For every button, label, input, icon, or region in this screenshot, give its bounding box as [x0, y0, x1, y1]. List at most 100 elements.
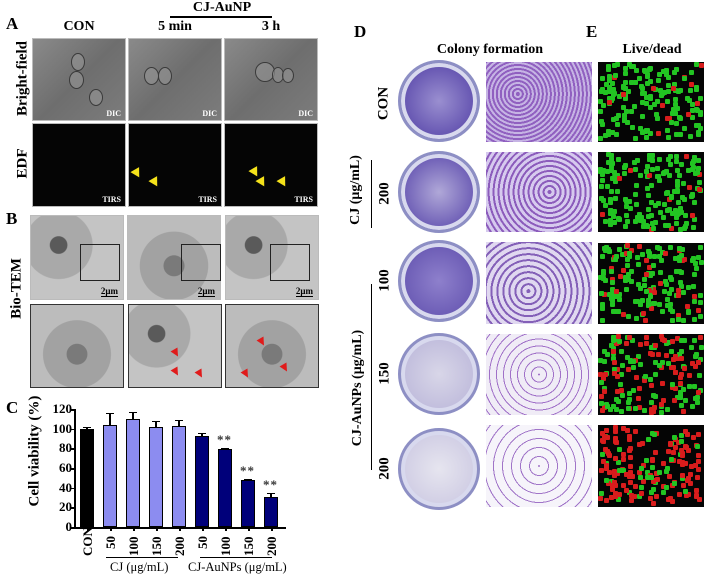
red-arrow-icon	[195, 369, 206, 380]
tem-zoom-5min	[128, 304, 222, 388]
scale-bar: 2μm	[101, 286, 118, 297]
cjaunp-group-vrule	[371, 284, 372, 470]
tem-zoom-con	[30, 304, 124, 388]
x-tick-label: 50	[103, 536, 119, 549]
bar	[218, 449, 232, 527]
x-tick-label: 150	[149, 537, 165, 557]
x-tick-mark	[156, 527, 158, 531]
significance-marker: **	[217, 432, 232, 448]
red-arrow-icon	[171, 348, 182, 359]
red-arrow-icon	[171, 367, 182, 378]
x-tick-mark	[133, 527, 135, 531]
edf-image-con: TIRS	[32, 123, 126, 207]
row-label-bright-field: Bright-field	[15, 34, 32, 124]
cjaunp-header-rule	[170, 16, 272, 18]
stain-image-aunp-150	[486, 334, 592, 415]
significance-marker: **	[240, 463, 255, 479]
panel-letter-a: A	[6, 14, 18, 34]
y-tick-label: 0	[44, 519, 72, 535]
error-cap	[267, 493, 275, 495]
y-tick-label: 80	[44, 440, 72, 456]
col-head-con: CON	[32, 19, 126, 35]
cj-group-label: CJ (μg/mL)	[110, 560, 168, 575]
live-dead-image-con	[598, 62, 704, 142]
group-label-cjaunps: CJ-AuNPs (μg/mL)	[350, 328, 366, 448]
inset-box	[80, 244, 120, 281]
significance-marker: **	[263, 477, 278, 493]
stain-image-aunp-200	[486, 425, 592, 507]
tirs-tag: TIRS	[102, 195, 121, 204]
scale-bar: 2μm	[198, 286, 215, 297]
cjaunp-group-rule	[200, 557, 272, 558]
colony-dish-cj-200	[398, 151, 480, 233]
live-dead-image-cj-200	[598, 152, 704, 232]
colony-dish-aunp-100	[398, 240, 480, 322]
tirs-tag: TIRS	[294, 195, 313, 204]
x-tick-label: 100	[218, 537, 234, 557]
x-tick-mark	[271, 527, 273, 531]
bar	[80, 429, 94, 527]
y-axis-label: Cell viability (%)	[27, 397, 44, 507]
panel-letter-e: E	[586, 22, 597, 42]
cj-group-vrule	[371, 160, 372, 228]
live-dead-header: Live/dead	[598, 42, 706, 58]
bar	[195, 436, 209, 527]
row-label-aunp-100: 100	[377, 266, 394, 296]
scale-bar: 2μm	[296, 286, 313, 297]
col-head-5min: 5 min	[128, 19, 222, 35]
x-tick-mark	[225, 527, 227, 531]
red-arrow-icon	[257, 337, 268, 348]
error-cap	[129, 412, 137, 414]
red-arrow-icon	[280, 363, 291, 374]
stain-image-aunp-100	[486, 242, 592, 324]
tem-image-3h: 2μm	[225, 215, 319, 300]
bar	[172, 426, 186, 527]
bar	[126, 419, 140, 527]
group-label-cj: CJ (μg/mL)	[348, 150, 364, 230]
edf-image-5min: TIRS	[128, 123, 222, 207]
live-dead-image-aunp-150	[598, 334, 704, 415]
error-cap	[106, 413, 114, 415]
dic-image-con: DIC	[32, 38, 126, 121]
error-cap	[83, 427, 91, 429]
error-cap	[198, 433, 206, 435]
dic-image-5min: DIC	[128, 38, 222, 121]
yellow-arrow-icon	[130, 167, 143, 180]
stain-image-con	[486, 62, 592, 142]
error-cap	[244, 479, 252, 481]
x-tick-label: 150	[241, 537, 257, 557]
x-tick-label: 200	[264, 537, 280, 557]
error-cap	[175, 420, 183, 422]
x-tick-mark	[179, 527, 181, 531]
bar	[241, 480, 255, 527]
x-tick-label: 50	[195, 536, 211, 549]
y-tick-label: 20	[44, 499, 72, 515]
yellow-arrow-icon	[255, 176, 268, 189]
col-head-3h: 3 h	[224, 19, 318, 35]
colony-dish-aunp-150	[398, 333, 480, 415]
y-tick-label: 100	[44, 421, 72, 437]
yellow-arrow-icon	[276, 176, 289, 189]
colony-dish-con	[398, 60, 480, 142]
tem-image-con: 2μm	[30, 215, 124, 300]
inset-box	[181, 244, 221, 281]
y-axis-line	[74, 409, 76, 528]
x-tick-mark	[248, 527, 250, 531]
row-label-con: CON	[376, 84, 393, 124]
yellow-arrow-icon	[248, 166, 261, 179]
live-dead-image-aunp-200	[598, 425, 704, 507]
cj-group-rule	[106, 557, 178, 558]
bar	[264, 497, 278, 527]
red-arrow-icon	[241, 369, 252, 380]
tem-image-5min: 2μm	[127, 215, 221, 300]
x-tick-label: CON	[80, 527, 96, 556]
inset-box	[270, 244, 310, 281]
row-label-edf: EDF	[15, 139, 32, 189]
tirs-tag: TIRS	[198, 195, 217, 204]
x-tick-mark	[202, 527, 204, 531]
bar	[149, 427, 163, 527]
tem-zoom-3h	[225, 304, 319, 388]
error-cap	[221, 448, 229, 450]
stain-image-cj-200	[486, 152, 592, 232]
